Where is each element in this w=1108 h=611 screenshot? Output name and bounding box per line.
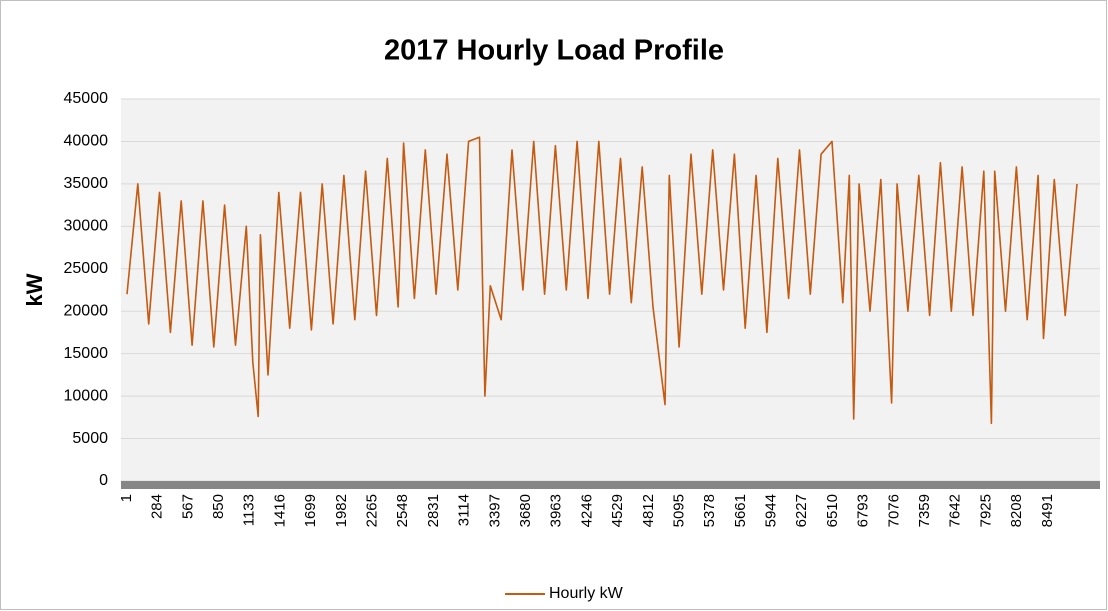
x-tick-label: 5378 (701, 494, 718, 527)
x-tick-label: 3114 (456, 494, 473, 526)
y-tick-label: 25000 (64, 260, 109, 277)
x-tick-label: 850 (210, 494, 227, 519)
y-tick-label: 45000 (64, 90, 109, 107)
x-tick-label: 1982 (333, 494, 350, 527)
x-axis (121, 481, 1100, 489)
x-tick-label: 3397 (486, 494, 503, 527)
x-tick-label: 5944 (763, 494, 780, 527)
x-tick-label: 2265 (364, 494, 381, 527)
x-tick-label: 4529 (609, 494, 626, 527)
chart-title: 2017 Hourly Load Profile (384, 35, 724, 67)
x-tick-label: 7925 (977, 494, 994, 527)
y-tick-label: 5000 (72, 430, 108, 447)
x-tick-label: 2548 (394, 494, 411, 527)
legend-label: Hourly kW (549, 585, 624, 602)
y-tick-label: 15000 (64, 345, 109, 362)
x-tick-label: 1416 (271, 494, 288, 527)
x-tick-label: 3680 (517, 494, 534, 527)
x-tick-label: 7076 (885, 494, 902, 527)
x-tick-label: 1699 (302, 494, 319, 527)
y-tick-label: 10000 (64, 387, 109, 404)
x-tick-label: 567 (179, 494, 196, 519)
x-tick-label: 5095 (670, 494, 687, 527)
x-tick-label: 4812 (640, 494, 657, 527)
x-tick-label: 1 (118, 494, 135, 502)
y-tick-label: 30000 (64, 218, 109, 235)
y-axis-label: kW (22, 273, 47, 306)
x-tick-label: 284 (149, 494, 166, 519)
x-tick-label: 6793 (855, 494, 872, 527)
x-tick-label: 5661 (732, 494, 749, 527)
y-tick-label: 40000 (64, 133, 109, 150)
x-tick-label: 6227 (793, 494, 810, 527)
x-tick-label: 1133 (241, 494, 258, 526)
x-tick-label: 3963 (548, 494, 565, 527)
x-tick-label: 8208 (1008, 494, 1025, 527)
x-tick-label: 7642 (947, 494, 964, 527)
x-tick-label: 4246 (578, 494, 595, 527)
data-line (126, 136, 1078, 425)
y-tick-label: 20000 (64, 302, 109, 319)
x-tick-label: 2831 (425, 494, 442, 527)
x-tick-label: 6510 (824, 494, 841, 527)
x-tick-label: 7359 (916, 494, 933, 527)
y-tick-label: 0 (99, 472, 108, 489)
y-tick-label: 35000 (64, 175, 109, 192)
x-tick-label: 8491 (1039, 494, 1056, 527)
